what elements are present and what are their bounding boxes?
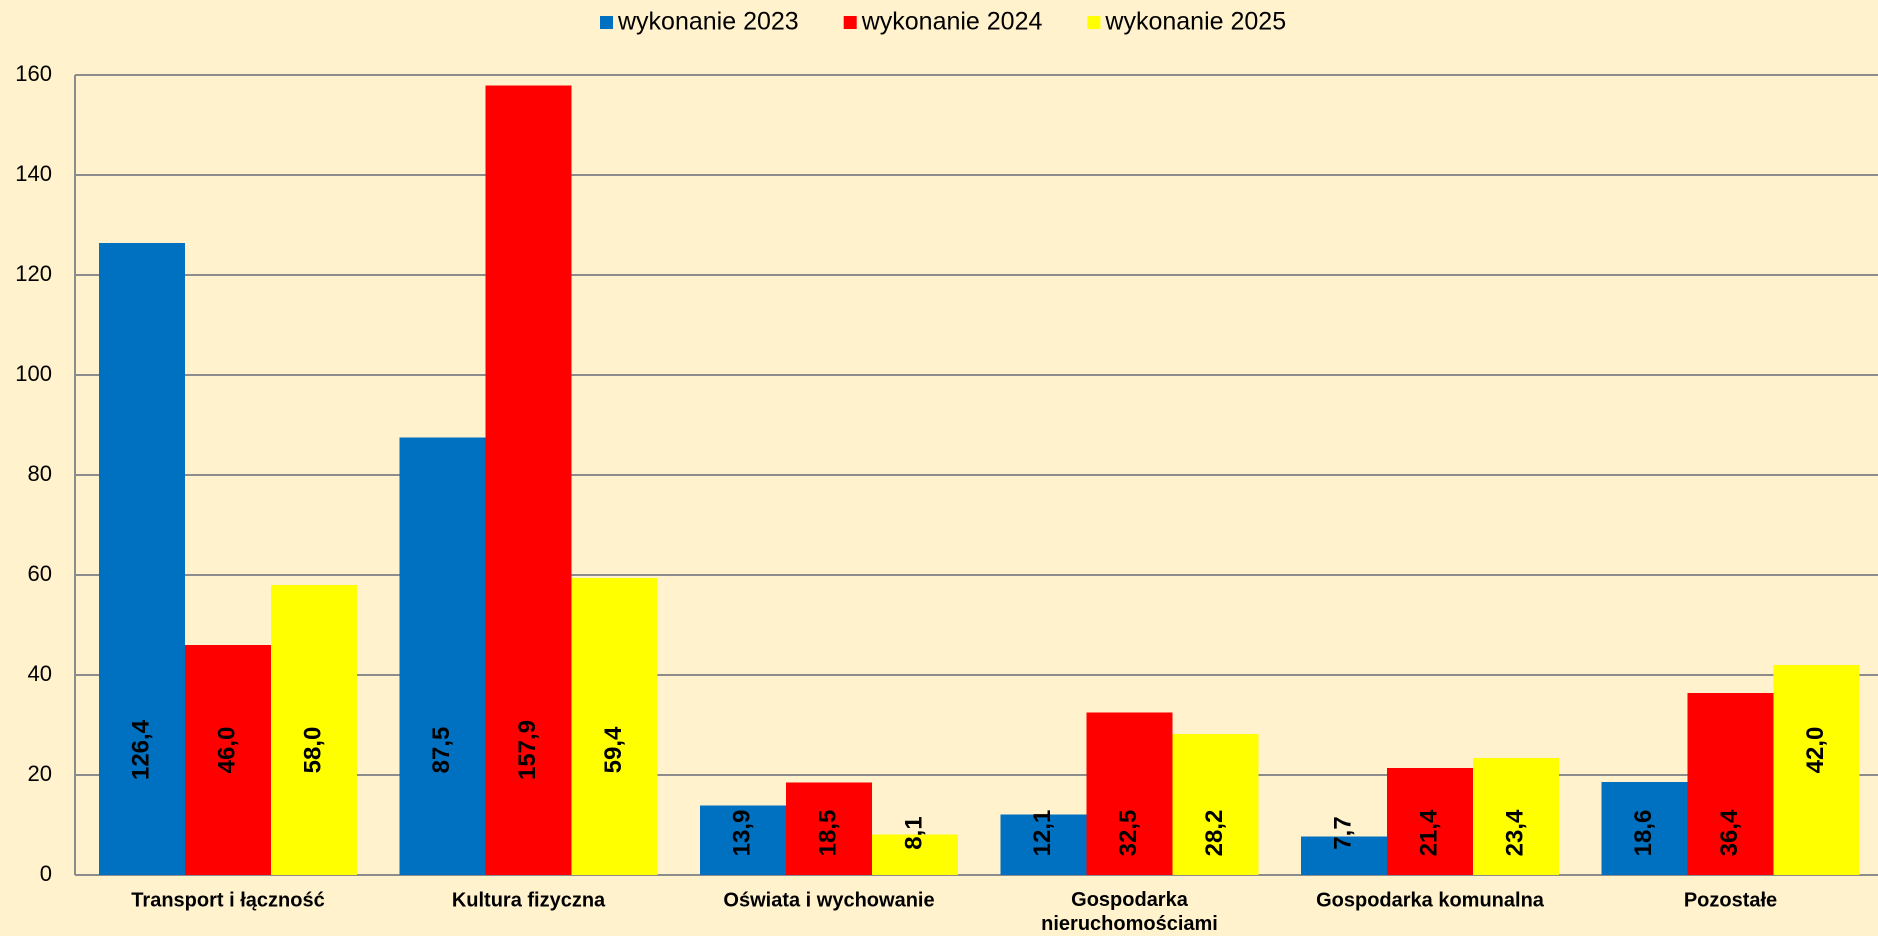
y-tick-label: 120 [15, 261, 52, 286]
y-tick-label: 20 [28, 761, 52, 786]
value-label: 32,5 [1115, 810, 1142, 857]
bar [1687, 693, 1774, 875]
legend-label: wykonanie 2023 [617, 8, 799, 36]
bar [99, 243, 185, 875]
x-tick-label: Kultura fizyczna [452, 889, 606, 911]
value-label: 12,1 [1029, 810, 1056, 857]
value-label: 46,0 [213, 727, 240, 774]
y-tick-label: 80 [28, 461, 52, 486]
value-label: 18,6 [1630, 810, 1657, 857]
y-tick-label: 0 [40, 861, 52, 886]
y-tick-label: 60 [28, 561, 52, 586]
value-label: 7,7 [1329, 816, 1356, 849]
bar [271, 585, 357, 875]
y-tick-label: 40 [28, 661, 52, 686]
bar [399, 437, 486, 875]
value-label: 42,0 [1802, 727, 1829, 774]
bar [185, 645, 271, 875]
bar [872, 834, 958, 875]
value-label: 23,4 [1501, 809, 1528, 856]
value-label: 58,0 [299, 727, 326, 774]
bar [571, 578, 658, 875]
value-label: 126,4 [127, 719, 154, 780]
value-label: 59,4 [600, 726, 627, 773]
bar [786, 782, 872, 875]
y-tick-label: 160 [15, 61, 52, 86]
x-tick-label: Gospodarka nieruchomościami [1041, 889, 1218, 935]
value-label: 21,4 [1415, 809, 1442, 856]
value-label: 28,2 [1201, 810, 1228, 857]
bar [1301, 836, 1387, 875]
x-tick-label-line: nieruchomościami [1041, 913, 1218, 935]
value-label: 87,5 [428, 727, 455, 774]
value-label: 36,4 [1716, 809, 1743, 856]
legend-swatch [843, 16, 857, 29]
legend-label: wykonanie 2024 [861, 8, 1043, 36]
y-tick-label: 100 [15, 361, 52, 386]
x-tick-label: Transport i łączność [131, 889, 324, 911]
x-tick-label-line: Gospodarka [1071, 889, 1189, 911]
legend-swatch [1087, 16, 1101, 29]
y-tick-label: 140 [15, 161, 52, 186]
bar [1000, 814, 1087, 875]
value-label: 13,9 [728, 810, 755, 857]
bar [1387, 768, 1473, 875]
bar [700, 805, 786, 875]
bar [1086, 712, 1173, 875]
legend-swatch [600, 16, 613, 29]
value-label: 18,5 [814, 810, 841, 857]
value-label: 157,9 [514, 720, 541, 780]
x-tick-label: Oświata i wychowanie [723, 889, 934, 911]
x-tick-label: Gospodarka komunalna [1316, 889, 1545, 911]
legend-label: wykonanie 2025 [1104, 8, 1286, 36]
value-label: 8,1 [900, 816, 927, 849]
bar [485, 85, 572, 875]
bar [1172, 734, 1259, 875]
bar [1473, 758, 1559, 875]
bar [1601, 782, 1688, 875]
bar [1773, 665, 1860, 875]
x-tick-label: Pozostałe [1684, 889, 1777, 911]
